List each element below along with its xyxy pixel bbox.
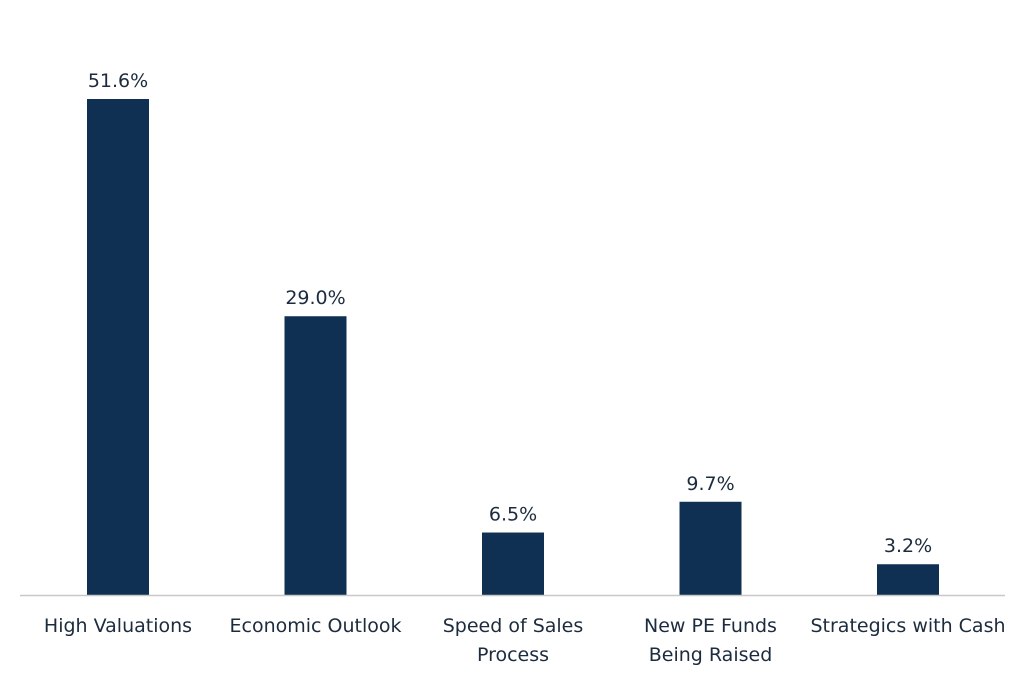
value-label-4: 3.2%	[884, 535, 932, 557]
category-label-4: Strategics with Cash	[810, 615, 1005, 637]
bar-1	[284, 316, 347, 595]
bar-3	[679, 501, 742, 595]
bars-group	[87, 99, 939, 595]
category-label-1: Economic Outlook	[230, 615, 402, 637]
value-label-3: 9.7%	[686, 473, 734, 495]
bar-2	[482, 532, 544, 595]
category-label-2: Speed of Sales Process	[443, 615, 584, 666]
category-label-3: New PE Funds Being Raised	[644, 615, 777, 666]
value-label-0: 51.6%	[88, 70, 148, 92]
bar-0	[87, 99, 149, 595]
value-label-1: 29.0%	[285, 287, 345, 309]
value-labels-group: 51.6% 29.0% 6.5% 9.7% 3.2%	[88, 70, 932, 557]
bar-4	[877, 564, 939, 595]
category-label-0: High Valuations	[44, 615, 192, 637]
value-label-2: 6.5%	[489, 504, 537, 526]
category-labels-group: High Valuations Economic Outlook Speed of …	[44, 615, 1006, 666]
